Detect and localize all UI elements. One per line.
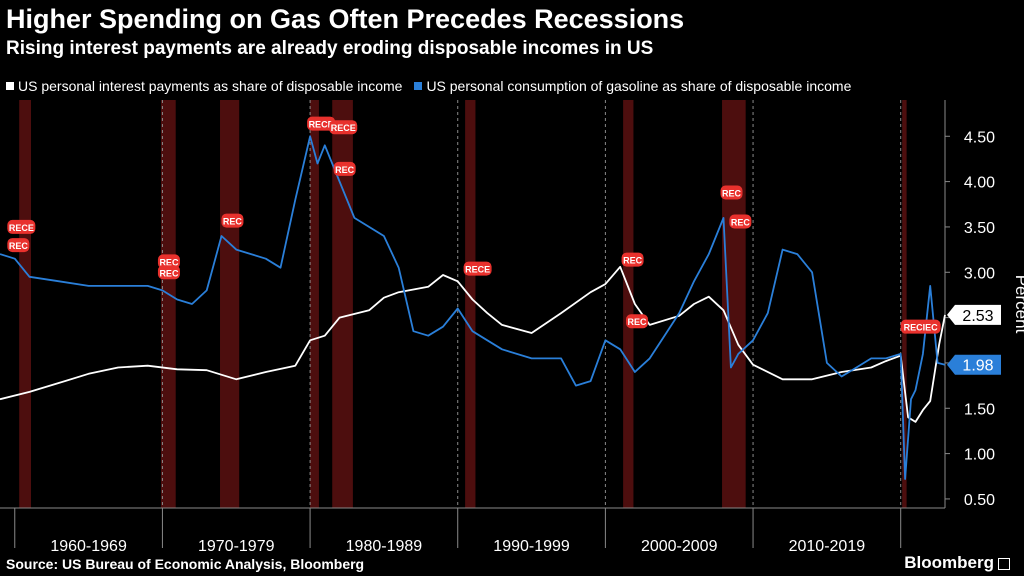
recession-badge-0 bbox=[7, 219, 36, 234]
y-tick-label-3: 3.00 bbox=[964, 265, 995, 282]
legend-item-gasoline: US personal consumption of gasoline as s… bbox=[414, 78, 851, 94]
recession-badge-text-2: REC bbox=[159, 257, 179, 267]
recession-annotation-11: REC bbox=[720, 185, 743, 200]
recession-band-8 bbox=[902, 100, 907, 508]
recession-badge-text-3: REC bbox=[159, 268, 179, 278]
y-tick-label-1: 4.00 bbox=[964, 175, 995, 192]
recession-badge-9 bbox=[621, 252, 644, 267]
x-tick-label-0: 1960-1969 bbox=[50, 538, 127, 555]
chart-subtitle: Rising interest payments are already ero… bbox=[6, 38, 654, 59]
legend: US personal interest payments as share o… bbox=[6, 78, 851, 94]
recession-annotation-5: RECE bbox=[307, 116, 336, 131]
recession-badge-8 bbox=[463, 261, 492, 276]
recession-annotation-7: REC bbox=[333, 161, 356, 176]
recession-annotation-8: RECE bbox=[463, 261, 492, 276]
recession-badge-12 bbox=[729, 214, 752, 229]
x-tick-label-2: 1980-1989 bbox=[346, 538, 423, 555]
x-tick-label-5: 2010-2019 bbox=[789, 538, 866, 555]
y-tick-label-0: 4.50 bbox=[964, 129, 995, 146]
brand-logo: Bloomberg bbox=[904, 553, 994, 572]
recession-badge-text-7: REC bbox=[335, 165, 355, 175]
end-value-badge-1 bbox=[947, 354, 1001, 375]
series-line-0 bbox=[0, 265, 946, 423]
y-axis-label: Percent bbox=[1012, 275, 1024, 334]
recession-badge-text-6: RECE bbox=[331, 123, 356, 133]
recession-badge-13 bbox=[900, 319, 941, 334]
recession-band-6 bbox=[623, 100, 634, 508]
legend-swatch-white bbox=[6, 82, 14, 90]
recession-badge-2 bbox=[157, 254, 180, 269]
y-tick-label-6: 1.50 bbox=[964, 401, 995, 418]
recession-annotation-13: RECIEC bbox=[900, 319, 941, 334]
recession-annotation-1: REC bbox=[7, 238, 30, 253]
recession-badge-7 bbox=[333, 161, 356, 176]
recession-band-2 bbox=[220, 100, 240, 508]
recession-band-4 bbox=[332, 100, 353, 508]
recession-annotation-6: RECE bbox=[329, 120, 358, 135]
recession-badge-3 bbox=[157, 265, 180, 280]
recession-annotation-9: REC bbox=[621, 252, 644, 267]
recession-badge-text-9: REC bbox=[623, 256, 643, 266]
x-tick-label-4: 2000-2009 bbox=[641, 538, 718, 555]
recession-badge-text-0: RECE bbox=[9, 223, 34, 233]
recession-annotation-4: REC bbox=[221, 213, 244, 228]
recession-band-3 bbox=[310, 100, 319, 508]
recession-badge-6 bbox=[329, 120, 358, 135]
recession-badge-text-10: REC bbox=[628, 317, 648, 327]
recession-badge-text-1: REC bbox=[9, 241, 29, 251]
brand-mark-icon bbox=[998, 558, 1010, 570]
x-tick-label-1: 1970-1979 bbox=[198, 538, 275, 555]
series-line-1 bbox=[0, 135, 946, 480]
recession-badge-text-11: REC bbox=[722, 188, 742, 198]
end-value-badge-0 bbox=[947, 304, 1001, 325]
recession-badge-text-4: REC bbox=[223, 217, 243, 227]
recession-badge-text-12: REC bbox=[731, 217, 751, 227]
legend-label-gasoline: US personal consumption of gasoline as s… bbox=[426, 78, 852, 94]
recession-badge-4 bbox=[221, 213, 244, 228]
source-note: Source: US Bureau of Economic Analysis, … bbox=[6, 556, 365, 572]
end-value-label-0: 2.53 bbox=[947, 304, 1001, 325]
recession-badge-11 bbox=[720, 185, 743, 200]
legend-swatch-blue bbox=[414, 82, 423, 90]
recession-annotation-3: REC bbox=[157, 265, 180, 280]
recession-band-0 bbox=[19, 100, 32, 508]
recession-annotation-0: RECE bbox=[7, 219, 36, 234]
recession-badge-text-8: RECE bbox=[465, 265, 490, 275]
end-value-text-1: 1.98 bbox=[962, 358, 993, 375]
recession-annotation-10: REC bbox=[626, 314, 649, 329]
recession-badge-5 bbox=[307, 116, 336, 131]
y-tick-label-2: 3.50 bbox=[964, 220, 995, 237]
recession-annotation-2: REC bbox=[157, 254, 180, 269]
recession-band-5 bbox=[465, 100, 476, 508]
recession-annotation-12: REC bbox=[729, 214, 752, 229]
end-value-label-1: 1.98 bbox=[947, 354, 1001, 375]
chart-title: Higher Spending on Gas Often Precedes Re… bbox=[6, 4, 685, 34]
recession-badge-text-13: RECIEC bbox=[904, 323, 939, 333]
recession-band-1 bbox=[160, 100, 176, 508]
recession-badge-text-5: RECE bbox=[309, 120, 334, 130]
recession-badge-1 bbox=[7, 238, 30, 253]
y-tick-label-8: 0.50 bbox=[964, 492, 995, 509]
legend-label-interest: US personal interest payments as share o… bbox=[18, 78, 403, 94]
recession-badge-10 bbox=[626, 314, 649, 329]
legend-item-interest: US personal interest payments as share o… bbox=[6, 78, 402, 94]
x-tick-label-3: 1990-1999 bbox=[493, 538, 570, 555]
y-tick-label-7: 1.00 bbox=[964, 447, 995, 464]
recession-band-7 bbox=[722, 100, 746, 508]
end-value-text-0: 2.53 bbox=[962, 308, 993, 325]
